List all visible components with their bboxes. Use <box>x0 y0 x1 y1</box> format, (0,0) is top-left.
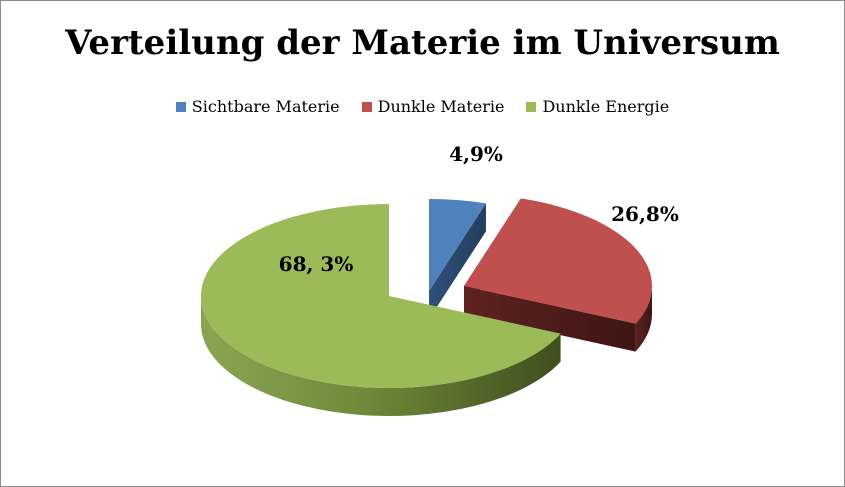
legend: Sichtbare Materie Dunkle Materie Dunkle … <box>1 97 844 116</box>
pie-slice <box>429 199 486 291</box>
legend-item-dunkle-materie: Dunkle Materie <box>361 97 505 116</box>
pie-slice <box>200 204 561 388</box>
legend-swatch <box>526 101 537 112</box>
legend-item-dunkle-energie: Dunkle Energie <box>526 97 669 116</box>
data-label: 26,8% <box>611 202 679 226</box>
legend-swatch <box>175 101 186 112</box>
pie-slice-edge <box>429 203 486 319</box>
pie-slice-edge <box>464 286 636 352</box>
pie-slice <box>464 198 652 324</box>
data-label: 4,9% <box>449 142 503 166</box>
pie-slice-side <box>201 296 561 416</box>
legend-label: Dunkle Materie <box>377 97 505 116</box>
legend-label: Sichtbare Materie <box>191 97 340 116</box>
data-label: 68, 3% <box>279 252 354 276</box>
chart-title: Verteilung der Materie im Universum <box>65 23 780 63</box>
pie-slice-side <box>635 286 652 352</box>
legend-item-sichtbare-materie: Sichtbare Materie <box>175 97 340 116</box>
legend-swatch <box>361 101 372 112</box>
legend-label: Dunkle Energie <box>542 97 670 116</box>
